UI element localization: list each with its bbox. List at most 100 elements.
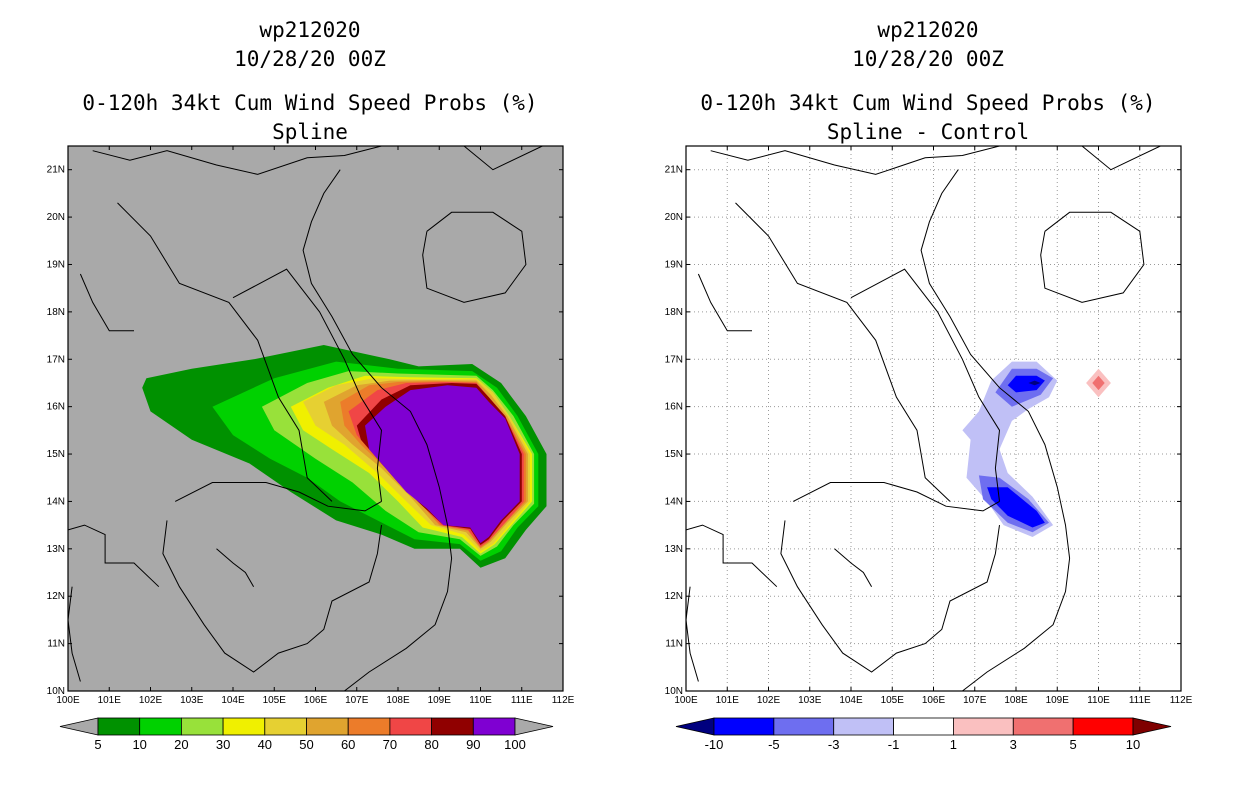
left-y-tick-label: 14N — [47, 496, 65, 507]
left-coastline — [302, 169, 453, 691]
right-coastline — [1081, 146, 1161, 171]
left-colorbar-swatch — [347, 717, 391, 736]
left-coastline — [68, 586, 81, 682]
left-contour-90 — [365, 385, 520, 544]
left-colorbar-swatch — [97, 717, 141, 736]
right-colorbar-label: 10 — [1126, 737, 1140, 752]
left-colorbar-swatch — [222, 717, 266, 736]
left-y-tick-label: 16N — [47, 402, 65, 413]
right-colorbar-over — [1132, 717, 1172, 736]
right-storm-id: wp212020 — [877, 18, 979, 42]
left-colorbar-label: 5 — [94, 737, 101, 752]
left-colorbar-label: 90 — [466, 737, 480, 752]
left-y-tick-label: 10N — [47, 686, 65, 697]
right-colorbar-label: -1 — [888, 737, 900, 752]
right-contour--5 — [987, 487, 1045, 528]
right-subtitle: Spline - Control — [826, 120, 1030, 144]
left-title-block: wp212020 10/28/20 00Z 0-120h 34kt Cum Wi… — [60, 16, 560, 147]
left-colorbar-swatch — [264, 717, 307, 736]
right-x-tick-label: 103E — [798, 695, 822, 706]
right-y-tick-label: 19N — [665, 259, 683, 270]
left-colorbar-label: 40 — [258, 737, 272, 752]
right-colorbar-label: -3 — [828, 737, 840, 752]
right-colorbar-label: -5 — [768, 737, 780, 752]
left-y-tick-label: 11N — [47, 639, 65, 650]
left-x-tick-label: 109E — [428, 695, 452, 706]
left-colorbar-label: 20 — [174, 737, 188, 752]
right-colorbar-swatch — [713, 717, 775, 736]
left-date: 10/28/20 00Z — [234, 47, 386, 71]
left-y-tick-label: 20N — [47, 212, 65, 223]
left-colorbar: 5 10 20 30 40 50 60 70 80 90 100 — [59, 717, 554, 752]
left-y-tick-label: 12N — [47, 591, 65, 602]
right-x-tick-label: 109E — [1046, 695, 1070, 706]
right-map-content — [686, 146, 1181, 691]
right-colorbar-swatch — [773, 717, 835, 736]
left-x-tick-label: 111E — [511, 695, 533, 706]
right-map-panel: 100E 101E 102E 103E 104E 105E 106E 107E 108E 109E… — [665, 145, 1193, 706]
left-subtitle: Spline — [272, 120, 348, 144]
left-y-tick-label: 18N — [47, 307, 65, 318]
right-coastline — [780, 520, 1000, 673]
left-x-tick-label: 108E — [386, 695, 410, 706]
right-y-tick-label: 18N — [665, 307, 683, 318]
right-colorbar-label: 5 — [1070, 737, 1077, 752]
left-map-panel: 100E 101E 102E 103E 104E 105E 106E 107E 108E 109E… — [47, 145, 575, 706]
left-coastline — [117, 202, 333, 502]
left-colorbar-over — [514, 717, 554, 736]
right-contour-3 — [1092, 375, 1105, 391]
left-x-tick-label: 101E — [98, 695, 122, 706]
right-x-tick-label: 108E — [1004, 695, 1028, 706]
right-coastline — [792, 482, 1000, 512]
left-colorbar-swatch — [139, 717, 182, 736]
right-colorbar-swatch — [893, 717, 954, 736]
left-coastline — [68, 524, 160, 588]
left-colorbar-label: 80 — [424, 737, 438, 752]
right-y-tick-label: 12N — [665, 591, 683, 602]
left-x-tick-label: 105E — [263, 695, 287, 706]
right-x-tick-label: 110E — [1087, 695, 1110, 706]
right-coastline — [697, 273, 752, 332]
right-colorbar-swatch — [1072, 717, 1134, 736]
right-date: 10/28/20 00Z — [852, 47, 1004, 71]
left-y-tick-label: 13N — [47, 544, 65, 555]
left-storm-id: wp212020 — [259, 18, 361, 42]
right-y-tick-label: 17N — [665, 354, 683, 365]
right-coastline — [1040, 211, 1145, 303]
right-y-tick-label: 15N — [665, 449, 683, 460]
right-title-block: wp212020 10/28/20 00Z 0-120h 34kt Cum Wi… — [678, 16, 1178, 147]
left-colorbar-label: 30 — [216, 737, 230, 752]
right-y-tick-label: 14N — [665, 496, 683, 507]
left-coastline — [162, 520, 382, 673]
left-coastline — [422, 211, 527, 303]
left-product-title: 0-120h 34kt Cum Wind Speed Probs (%) — [82, 91, 538, 115]
left-x-tick-label: 100E — [56, 695, 80, 706]
left-x-tick-label: 104E — [221, 695, 245, 706]
right-x-tick-label: 101E — [716, 695, 740, 706]
left-colorbar-swatch — [180, 717, 224, 736]
left-colorbar-swatch — [306, 717, 349, 736]
left-x-tick-label: 103E — [180, 695, 204, 706]
right-contour--5 — [1007, 375, 1045, 393]
left-colorbar-under — [59, 717, 99, 736]
left-x-tick-label: 102E — [139, 695, 163, 706]
right-colorbar-label: 1 — [950, 737, 957, 752]
right-x-tick-label: 112E — [1170, 695, 1193, 706]
left-coastline — [216, 548, 255, 587]
right-x-tick-label: 107E — [963, 695, 987, 706]
right-contour--10 — [1028, 380, 1041, 386]
left-colorbar-label: 50 — [299, 737, 313, 752]
left-map-content — [68, 146, 547, 691]
right-x-tick-label: 100E — [674, 695, 698, 706]
right-colorbar: -10 -5 -3 -1 1 3 5 10 — [675, 717, 1172, 752]
left-x-tick-label: 107E — [345, 695, 369, 706]
left-y-tick-label: 17N — [47, 354, 65, 365]
right-coastline — [850, 268, 1001, 502]
right-coastline — [834, 548, 873, 587]
left-colorbar-label: 60 — [341, 737, 355, 752]
right-coastline — [686, 524, 778, 588]
right-y-tick-label: 11N — [665, 639, 683, 650]
left-coastline — [232, 268, 383, 502]
right-colorbar-swatch — [833, 717, 894, 736]
